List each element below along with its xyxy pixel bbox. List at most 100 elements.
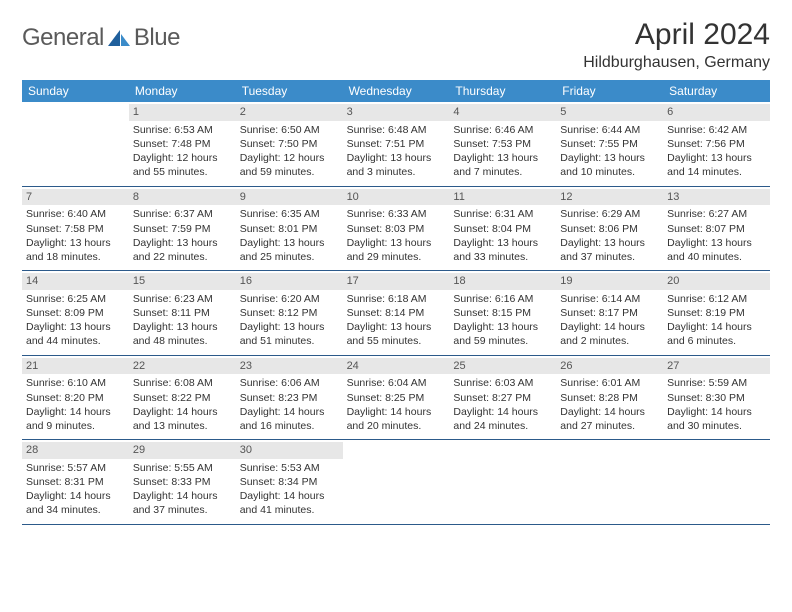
weekday-header: Tuesday bbox=[236, 80, 343, 102]
sunset-line: Sunset: 8:07 PM bbox=[667, 222, 766, 236]
day-number: 12 bbox=[556, 189, 663, 206]
day-number: 1 bbox=[129, 104, 236, 121]
week-row: 28Sunrise: 5:57 AMSunset: 8:31 PMDayligh… bbox=[22, 440, 770, 525]
daylight-line: Daylight: 13 hours and 22 minutes. bbox=[133, 236, 232, 264]
day-cell: 26Sunrise: 6:01 AMSunset: 8:28 PMDayligh… bbox=[556, 356, 663, 440]
sunrise-line: Sunrise: 5:55 AM bbox=[133, 461, 232, 475]
sunrise-line: Sunrise: 5:59 AM bbox=[667, 376, 766, 390]
day-cell: 8Sunrise: 6:37 AMSunset: 7:59 PMDaylight… bbox=[129, 187, 236, 271]
sunrise-line: Sunrise: 6:31 AM bbox=[453, 207, 552, 221]
daylight-line: Daylight: 14 hours and 41 minutes. bbox=[240, 489, 339, 517]
day-number: 24 bbox=[343, 358, 450, 375]
sunrise-line: Sunrise: 6:23 AM bbox=[133, 292, 232, 306]
day-cell: 5Sunrise: 6:44 AMSunset: 7:55 PMDaylight… bbox=[556, 102, 663, 186]
day-number: 14 bbox=[22, 273, 129, 290]
sunset-line: Sunset: 7:50 PM bbox=[240, 137, 339, 151]
day-number: 26 bbox=[556, 358, 663, 375]
day-number: 29 bbox=[129, 442, 236, 459]
daylight-line: Daylight: 14 hours and 24 minutes. bbox=[453, 405, 552, 433]
day-number: 10 bbox=[343, 189, 450, 206]
sunset-line: Sunset: 8:31 PM bbox=[26, 475, 125, 489]
day-number: 27 bbox=[663, 358, 770, 375]
day-cell: 3Sunrise: 6:48 AMSunset: 7:51 PMDaylight… bbox=[343, 102, 450, 186]
daylight-line: Daylight: 14 hours and 20 minutes. bbox=[347, 405, 446, 433]
weekday-header: Thursday bbox=[449, 80, 556, 102]
day-cell: 20Sunrise: 6:12 AMSunset: 8:19 PMDayligh… bbox=[663, 271, 770, 355]
daylight-line: Daylight: 13 hours and 55 minutes. bbox=[347, 320, 446, 348]
day-number: 2 bbox=[236, 104, 343, 121]
sunset-line: Sunset: 8:34 PM bbox=[240, 475, 339, 489]
weekday-header-row: SundayMondayTuesdayWednesdayThursdayFrid… bbox=[22, 80, 770, 102]
sunset-line: Sunset: 7:59 PM bbox=[133, 222, 232, 236]
weeks-container: .1Sunrise: 6:53 AMSunset: 7:48 PMDayligh… bbox=[22, 102, 770, 525]
sunset-line: Sunset: 7:56 PM bbox=[667, 137, 766, 151]
sunset-line: Sunset: 7:51 PM bbox=[347, 137, 446, 151]
day-number: 16 bbox=[236, 273, 343, 290]
daylight-line: Daylight: 12 hours and 59 minutes. bbox=[240, 151, 339, 179]
day-cell: . bbox=[343, 440, 450, 524]
daylight-line: Daylight: 13 hours and 59 minutes. bbox=[453, 320, 552, 348]
daylight-line: Daylight: 14 hours and 2 minutes. bbox=[560, 320, 659, 348]
sunset-line: Sunset: 8:30 PM bbox=[667, 391, 766, 405]
sunset-line: Sunset: 8:01 PM bbox=[240, 222, 339, 236]
day-number: 22 bbox=[129, 358, 236, 375]
daylight-line: Daylight: 14 hours and 13 minutes. bbox=[133, 405, 232, 433]
sunrise-line: Sunrise: 6:37 AM bbox=[133, 207, 232, 221]
day-number: 25 bbox=[449, 358, 556, 375]
weekday-header: Friday bbox=[556, 80, 663, 102]
day-number: 23 bbox=[236, 358, 343, 375]
day-cell: 19Sunrise: 6:14 AMSunset: 8:17 PMDayligh… bbox=[556, 271, 663, 355]
day-number: 17 bbox=[343, 273, 450, 290]
daylight-line: Daylight: 13 hours and 25 minutes. bbox=[240, 236, 339, 264]
sunset-line: Sunset: 7:53 PM bbox=[453, 137, 552, 151]
sunrise-line: Sunrise: 6:40 AM bbox=[26, 207, 125, 221]
daylight-line: Daylight: 12 hours and 55 minutes. bbox=[133, 151, 232, 179]
day-cell: 15Sunrise: 6:23 AMSunset: 8:11 PMDayligh… bbox=[129, 271, 236, 355]
weekday-header: Wednesday bbox=[343, 80, 450, 102]
sunset-line: Sunset: 8:22 PM bbox=[133, 391, 232, 405]
sunset-line: Sunset: 8:25 PM bbox=[347, 391, 446, 405]
daylight-line: Daylight: 13 hours and 37 minutes. bbox=[560, 236, 659, 264]
sunset-line: Sunset: 8:04 PM bbox=[453, 222, 552, 236]
day-cell: . bbox=[663, 440, 770, 524]
day-number: 7 bbox=[22, 189, 129, 206]
day-number: 5 bbox=[556, 104, 663, 121]
day-number: 3 bbox=[343, 104, 450, 121]
weekday-header: Saturday bbox=[663, 80, 770, 102]
sunset-line: Sunset: 8:19 PM bbox=[667, 306, 766, 320]
day-cell: . bbox=[556, 440, 663, 524]
day-number: 28 bbox=[22, 442, 129, 459]
day-cell: 21Sunrise: 6:10 AMSunset: 8:20 PMDayligh… bbox=[22, 356, 129, 440]
day-cell: 10Sunrise: 6:33 AMSunset: 8:03 PMDayligh… bbox=[343, 187, 450, 271]
daylight-line: Daylight: 13 hours and 14 minutes. bbox=[667, 151, 766, 179]
day-number: 21 bbox=[22, 358, 129, 375]
sunset-line: Sunset: 8:27 PM bbox=[453, 391, 552, 405]
day-cell: 13Sunrise: 6:27 AMSunset: 8:07 PMDayligh… bbox=[663, 187, 770, 271]
month-title: April 2024 bbox=[583, 18, 770, 52]
day-cell: 17Sunrise: 6:18 AMSunset: 8:14 PMDayligh… bbox=[343, 271, 450, 355]
location-label: Hildburghausen, Germany bbox=[583, 54, 770, 72]
day-number: 9 bbox=[236, 189, 343, 206]
day-number: 20 bbox=[663, 273, 770, 290]
daylight-line: Daylight: 13 hours and 51 minutes. bbox=[240, 320, 339, 348]
day-cell: 2Sunrise: 6:50 AMSunset: 7:50 PMDaylight… bbox=[236, 102, 343, 186]
daylight-line: Daylight: 14 hours and 16 minutes. bbox=[240, 405, 339, 433]
sunrise-line: Sunrise: 6:46 AM bbox=[453, 123, 552, 137]
daylight-line: Daylight: 13 hours and 33 minutes. bbox=[453, 236, 552, 264]
sunset-line: Sunset: 8:12 PM bbox=[240, 306, 339, 320]
weekday-header: Monday bbox=[129, 80, 236, 102]
daylight-line: Daylight: 14 hours and 37 minutes. bbox=[133, 489, 232, 517]
logo-sail-icon bbox=[106, 28, 132, 48]
sunrise-line: Sunrise: 6:04 AM bbox=[347, 376, 446, 390]
day-cell: . bbox=[449, 440, 556, 524]
week-row: 21Sunrise: 6:10 AMSunset: 8:20 PMDayligh… bbox=[22, 356, 770, 441]
sunset-line: Sunset: 8:11 PM bbox=[133, 306, 232, 320]
day-cell: 12Sunrise: 6:29 AMSunset: 8:06 PMDayligh… bbox=[556, 187, 663, 271]
daylight-line: Daylight: 13 hours and 44 minutes. bbox=[26, 320, 125, 348]
daylight-line: Daylight: 14 hours and 30 minutes. bbox=[667, 405, 766, 433]
day-cell: 29Sunrise: 5:55 AMSunset: 8:33 PMDayligh… bbox=[129, 440, 236, 524]
logo: General Blue bbox=[22, 24, 180, 52]
day-cell: 6Sunrise: 6:42 AMSunset: 7:56 PMDaylight… bbox=[663, 102, 770, 186]
day-number: 6 bbox=[663, 104, 770, 121]
sunrise-line: Sunrise: 6:08 AM bbox=[133, 376, 232, 390]
